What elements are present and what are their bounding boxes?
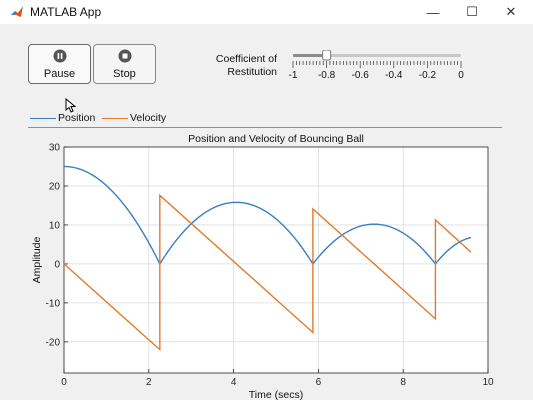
window-title: MATLAB App (30, 5, 102, 19)
slider-track (293, 54, 461, 57)
series-line-velocity (63, 193, 472, 352)
slider-tick-label: 0 (458, 70, 464, 81)
stop-button-label: Stop (113, 68, 136, 80)
pause-icon (53, 49, 66, 63)
axes-box (63, 146, 489, 374)
y-tick-label: 10 (49, 220, 61, 231)
slider-label: Coefficient of Restitution (215, 53, 277, 78)
slider-thumb[interactable] (322, 50, 332, 61)
legend-line-position (30, 117, 56, 119)
legend-item-velocity: Velocity (102, 112, 166, 124)
y-tick-label: 30 (49, 143, 61, 154)
plot-area (64, 147, 488, 373)
restitution-slider[interactable]: -1 -0.8 -0.6 -0.4 -0.2 0 (285, 50, 470, 90)
pause-button-label: Pause (43, 68, 76, 80)
y-tick-label: 20 (49, 181, 61, 192)
app-canvas: Pause Stop Coefficient of Restitution -1… (0, 24, 533, 400)
legend-label-velocity: Velocity (130, 112, 167, 124)
chart: 0 2 4 6 8 10 -20 -10 0 10 20 30 Position and Velocit… (31, 133, 494, 400)
legend-item-position: Position (30, 112, 95, 124)
x-tick-label: 10 (482, 377, 494, 388)
slider-tick-label: -0.2 (419, 70, 437, 81)
y-tick-label: 0 (54, 259, 60, 270)
x-tick-label: 8 (400, 377, 406, 388)
legend-label-position: Position (58, 112, 96, 124)
slider-tick-label: -0.4 (385, 70, 403, 81)
x-tick-label: 4 (231, 377, 237, 388)
close-icon: ✕ (505, 4, 517, 19)
x-axis-label: Time (secs) (249, 389, 303, 400)
x-tick-label: 6 (316, 377, 322, 388)
close-button[interactable]: ✕ (494, 2, 528, 22)
title-bar: MATLAB App — ☐ ✕ (0, 0, 533, 24)
slider-tick-label: -1 (289, 70, 298, 81)
chart-title: Position and Velocity of Bouncing Ball (188, 133, 364, 145)
stop-button[interactable]: Stop (93, 44, 156, 84)
y-tick-label: -20 (46, 337, 61, 348)
legend-line-velocity (102, 117, 128, 119)
stop-icon (118, 49, 131, 63)
y-axis-label: Amplitude (31, 237, 43, 284)
maximize-icon: ☐ (466, 4, 478, 19)
pause-button[interactable]: Pause (28, 44, 91, 84)
x-tick-label: 0 (61, 377, 67, 388)
y-tick-label: -10 (46, 298, 61, 309)
mouse-cursor-icon (65, 98, 77, 113)
minimize-button[interactable]: — (416, 2, 450, 22)
maximize-button[interactable]: ☐ (455, 2, 489, 22)
minimize-icon: — (426, 4, 440, 20)
slider-tick-label: -0.8 (318, 70, 336, 81)
x-tick-label: 2 (146, 377, 152, 388)
slider-fill (293, 54, 327, 57)
matlab-logo-icon (11, 6, 23, 17)
legend-divider (28, 127, 502, 128)
slider-tick-label: -0.6 (352, 70, 370, 81)
